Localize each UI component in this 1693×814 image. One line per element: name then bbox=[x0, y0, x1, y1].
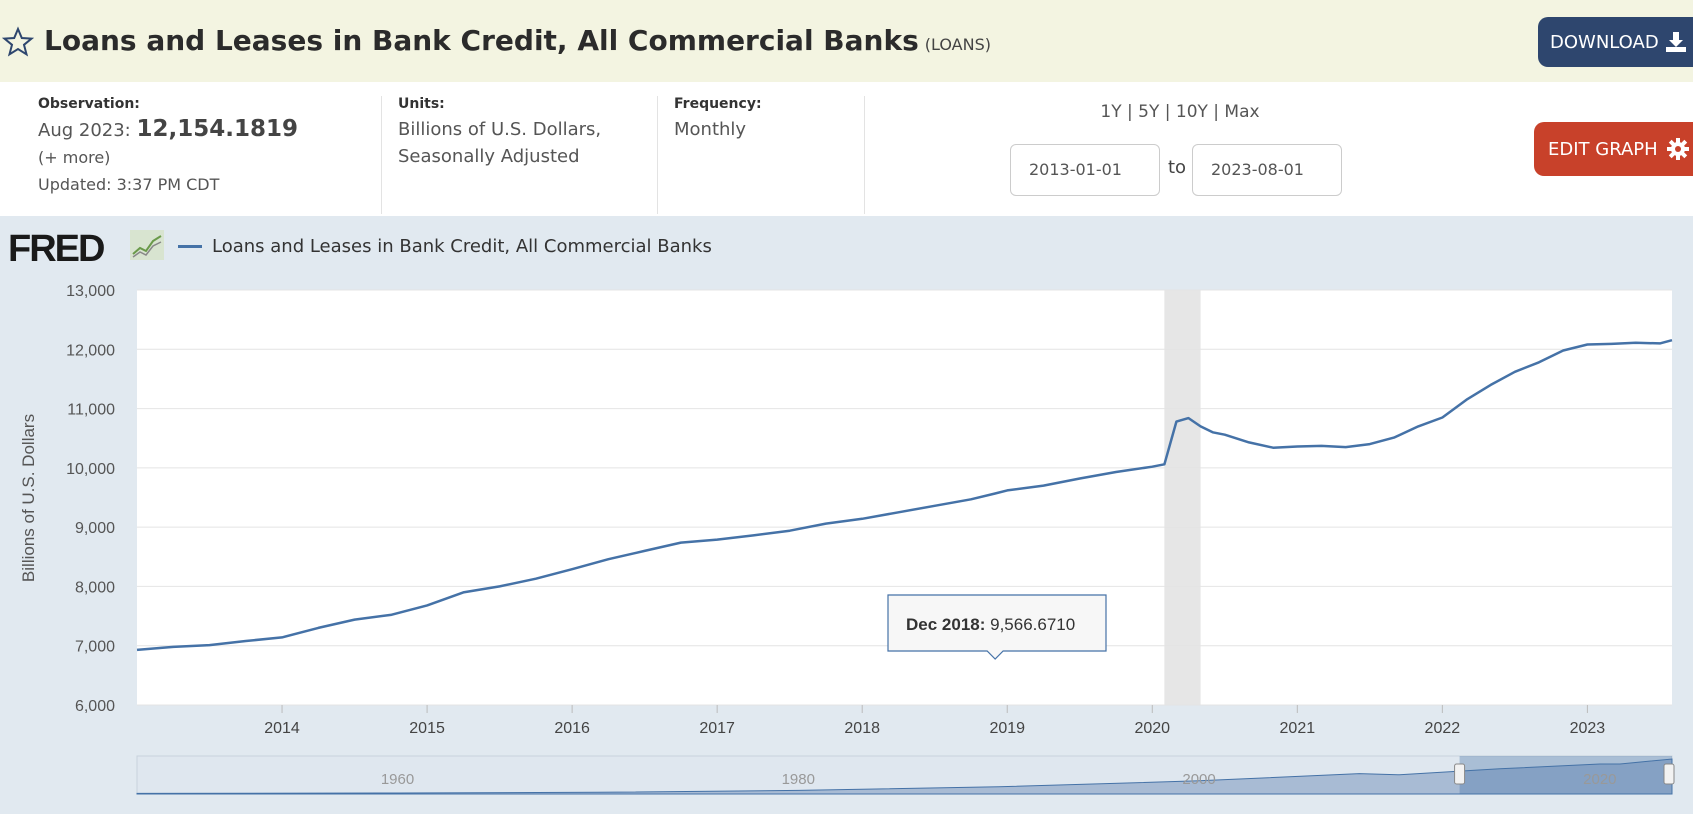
series-line[interactable] bbox=[136, 338, 1673, 652]
series-id: (LOANS) bbox=[924, 35, 991, 54]
gear-icon bbox=[1666, 138, 1689, 160]
page-title: Loans and Leases in Bank Credit, All Com… bbox=[44, 24, 991, 57]
navigator-handle[interactable] bbox=[1454, 763, 1466, 785]
fred-logo[interactable]: FRED bbox=[8, 228, 105, 270]
y-tick-label: 9,000 bbox=[75, 520, 115, 537]
navigator-label: 1980 bbox=[782, 771, 815, 788]
units-block: Units: Billions of U.S. Dollars, Seasona… bbox=[398, 96, 602, 167]
end-date-input[interactable]: 2023-08-01 bbox=[1192, 144, 1342, 196]
navigator-label: 2020 bbox=[1583, 771, 1616, 788]
legend-swatch bbox=[178, 245, 202, 248]
x-tick-label: 2014 bbox=[264, 720, 300, 737]
line-chart[interactable]: 6,000 7,000 8,000 9,000 10,000 11,000 12,000 13… bbox=[0, 216, 1693, 814]
y-axis-label: Billions of U.S. Dollars bbox=[19, 414, 38, 582]
y-tick-label: 12,000 bbox=[66, 342, 115, 359]
navigator-area bbox=[136, 758, 1673, 795]
x-tick-label: 2023 bbox=[1570, 720, 1606, 737]
star-icon[interactable] bbox=[2, 26, 34, 58]
edit-graph-button[interactable]: EDIT GRAPH bbox=[1534, 122, 1693, 176]
x-axis: 2014 2015 2016 2017 2018 2019 2020 2021 2022 2023 bbox=[264, 705, 1605, 737]
tooltip-box bbox=[887, 594, 1107, 660]
divider bbox=[657, 96, 658, 214]
series-meta: Observation: Aug 2023: 12,154.1819 (+ mo… bbox=[0, 82, 1693, 216]
frequency-block: Frequency: Monthly bbox=[674, 96, 762, 140]
x-tick-label: 2015 bbox=[409, 720, 445, 737]
x-tick-label: 2021 bbox=[1280, 720, 1316, 737]
navigator-selection[interactable] bbox=[1459, 756, 1672, 794]
series-group bbox=[136, 338, 1673, 652]
navigator-label: 2000 bbox=[1182, 771, 1215, 788]
updated-text: Updated: 3:37 PM CDT bbox=[38, 175, 220, 194]
download-button[interactable]: DOWNLOAD bbox=[1538, 17, 1693, 67]
fred-chart-icon bbox=[130, 230, 164, 260]
recession-band bbox=[1164, 290, 1201, 705]
y-tick-label: 13,000 bbox=[66, 283, 115, 300]
x-tick-label: 2018 bbox=[844, 720, 880, 737]
range-selector[interactable]: 1Y | 5Y | 10Y | Max bbox=[1100, 102, 1260, 122]
chart-area: FRED Loans and Leases in Bank Credit, Al… bbox=[0, 216, 1693, 814]
more-link[interactable]: (+ more) bbox=[38, 148, 111, 167]
divider bbox=[864, 96, 865, 214]
y-tick-label: 6,000 bbox=[75, 698, 115, 715]
y-tick-label: 10,000 bbox=[66, 461, 115, 478]
download-icon bbox=[1665, 32, 1686, 52]
legend-label: Loans and Leases in Bank Credit, All Com… bbox=[212, 236, 712, 257]
y-tick-label: 8,000 bbox=[75, 579, 115, 596]
y-tick-label: 11,000 bbox=[67, 402, 115, 419]
x-tick-label: 2022 bbox=[1425, 720, 1461, 737]
page-header: Loans and Leases in Bank Credit, All Com… bbox=[0, 0, 1693, 82]
x-tick-label: 2017 bbox=[699, 720, 735, 737]
observation-block: Observation: Aug 2023: 12,154.1819 (+ mo… bbox=[38, 96, 298, 214]
legend[interactable]: Loans and Leases in Bank Credit, All Com… bbox=[178, 236, 712, 257]
x-tick-label: 2019 bbox=[989, 720, 1025, 737]
navigator[interactable]: 1960 1980 2000 2020 bbox=[136, 755, 1675, 795]
navigator-label: 1960 bbox=[381, 771, 414, 788]
x-tick-label: 2016 bbox=[554, 720, 590, 737]
observation-value: 12,154.1819 bbox=[136, 116, 298, 142]
x-tick-label: 2020 bbox=[1134, 720, 1170, 737]
start-date-input[interactable]: 2013-01-01 bbox=[1010, 144, 1160, 196]
navigator-handle[interactable] bbox=[1663, 763, 1675, 785]
y-tick-label: 7,000 bbox=[75, 639, 115, 656]
to-label: to bbox=[1168, 157, 1187, 178]
tooltip: Dec 2018: 9,566.6710 bbox=[887, 594, 1107, 660]
divider bbox=[381, 96, 382, 214]
tooltip-text: Dec 2018: 9,566.6710 bbox=[906, 615, 1075, 634]
